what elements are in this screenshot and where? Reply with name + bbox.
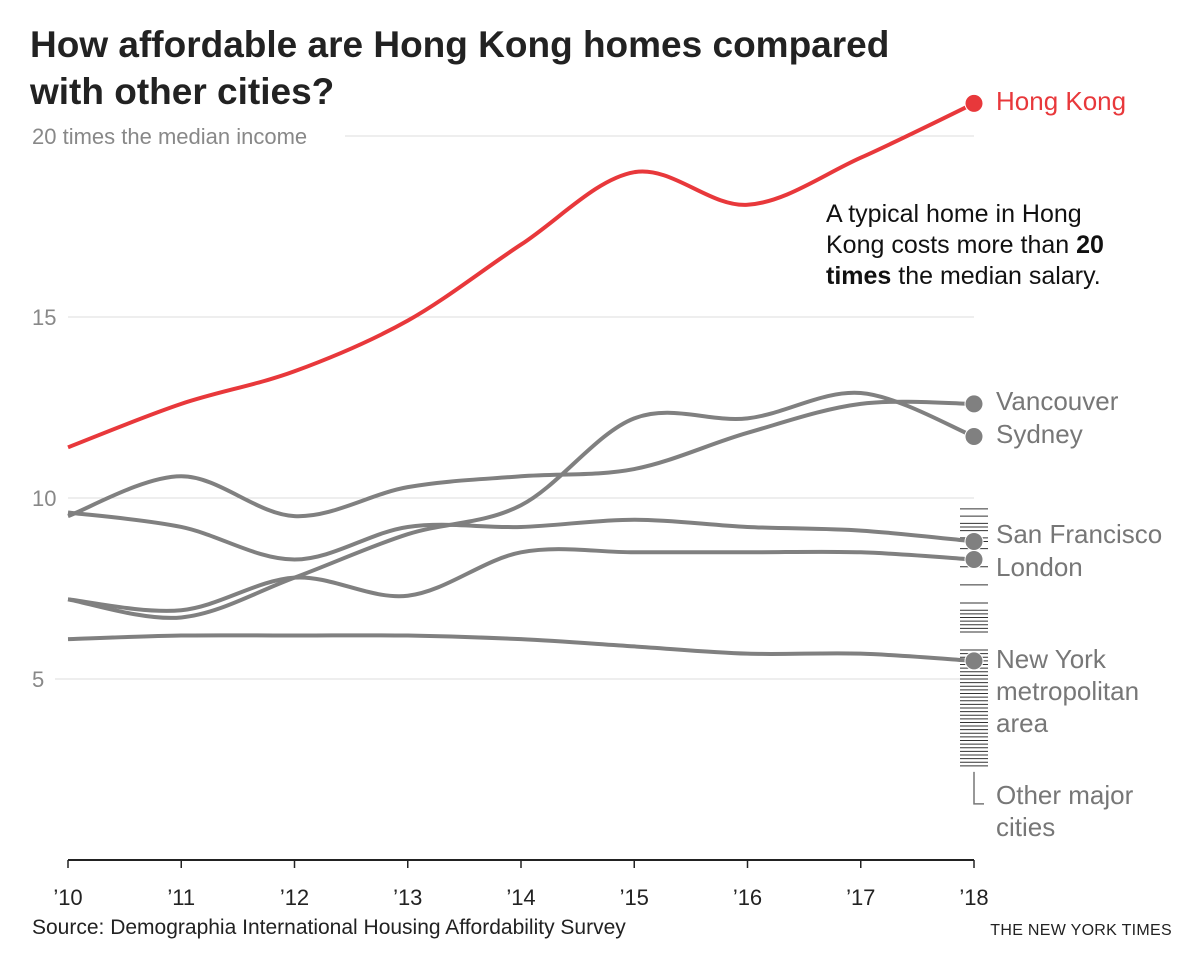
annotation-text: times the median salary. [826, 262, 1101, 290]
end-marker-sydney [964, 426, 984, 446]
x-tick-label: ’11 [167, 885, 195, 910]
chart-title-line-2: with other cities? [29, 71, 334, 112]
series-label-san-francisco: San Francisco [996, 519, 1162, 549]
series-label-new-york-metropolitan-area: area [996, 708, 1049, 738]
series-label-new-york-metropolitan-area: New York [996, 644, 1107, 674]
end-marker-san-francisco [964, 531, 984, 551]
series-line-new-york-metropolitan-area [67, 633, 975, 663]
x-tick-label: ’12 [280, 885, 309, 910]
x-tick-label: ’16 [733, 885, 762, 910]
annotation-text: A typical home in Hong [826, 200, 1082, 228]
series-label-new-york-metropolitan-area: metropolitan [996, 676, 1139, 706]
series-label-london: London [996, 552, 1083, 582]
other-cities-label: Other major [996, 780, 1134, 810]
end-marker-vancouver [964, 394, 984, 414]
y-axis-top-label: 20 times the median income [32, 124, 307, 149]
end-marker-london [964, 550, 984, 570]
other-cities-bracket [973, 771, 984, 805]
credit: THE NEW YORK TIMES [990, 922, 1172, 939]
annotation-segment: the median salary. [891, 262, 1100, 290]
annotation-segment: Kong costs more than [826, 231, 1076, 259]
x-tick-label: ’18 [959, 885, 988, 910]
series-label-vancouver: Vancouver [996, 386, 1119, 416]
annotation-segment: A typical home in Hong [826, 200, 1082, 228]
end-marker-hong-kong [964, 93, 984, 113]
other-cities-label: cities [996, 812, 1055, 842]
y-tick-label: 15 [32, 305, 56, 330]
source-note: Source: Demographia International Housin… [32, 916, 626, 939]
x-tick-label: ’17 [846, 885, 875, 910]
x-tick-label: ’10 [53, 885, 82, 910]
x-tick-label: ’13 [393, 885, 422, 910]
series-line-hong-kong [67, 101, 975, 450]
annotation-emphasis: times [826, 262, 891, 290]
x-tick-label: ’15 [620, 885, 649, 910]
end-marker-new-york-metropolitan-area [964, 651, 984, 671]
gridlines: 20 times the median income 5 10 15 ’10 ’11 ’12… [32, 124, 989, 910]
series-line-vancouver [67, 399, 975, 519]
x-tick-label: ’14 [506, 885, 535, 910]
y-tick-label: 5 [32, 667, 44, 692]
annotation-text: Kong costs more than 20 [826, 231, 1104, 259]
series-lines [67, 93, 984, 671]
series-line-sydney [67, 390, 975, 620]
chart-title-line-1: How affordable are Hong Kong homes compa… [30, 24, 889, 65]
series-line-san-francisco [67, 510, 975, 562]
series-line-london [67, 547, 975, 613]
annotation-emphasis: 20 [1076, 231, 1104, 259]
series-label-sydney: Sydney [996, 419, 1083, 449]
series-label-hong-kong: Hong Kong [996, 86, 1126, 116]
y-tick-label: 10 [32, 486, 56, 511]
